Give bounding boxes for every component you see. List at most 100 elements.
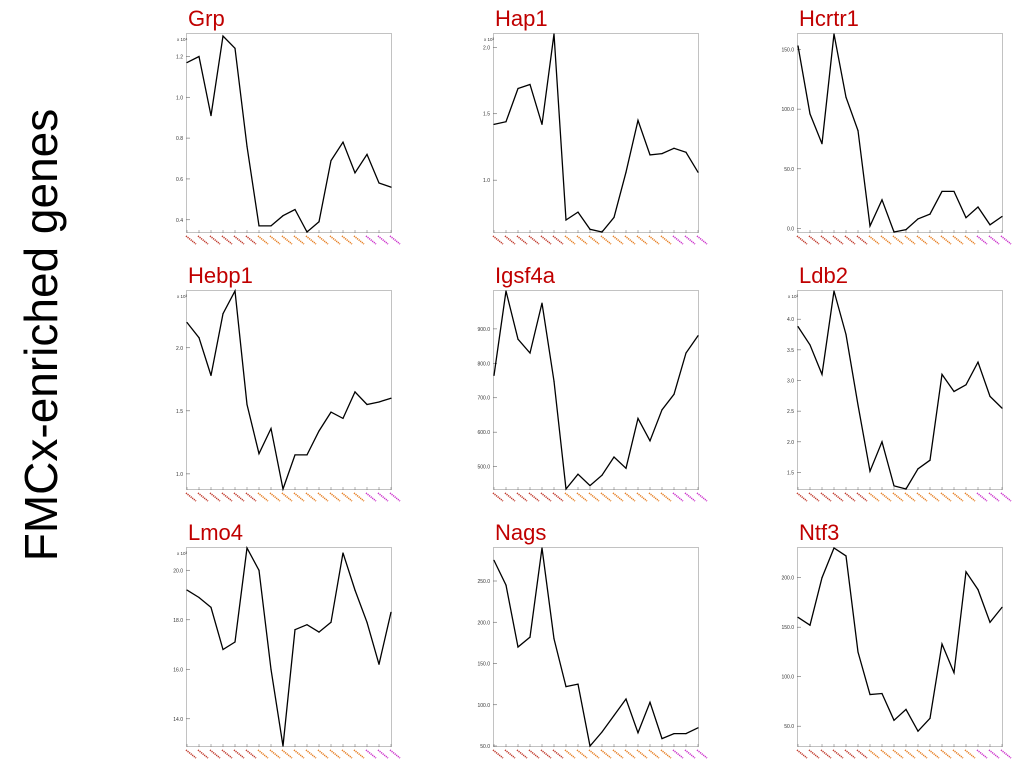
data-point <box>493 374 495 376</box>
data-point <box>941 643 943 645</box>
data-point <box>673 147 675 149</box>
x-tick-label-mark <box>684 492 696 502</box>
y-tick-label: 3.5 <box>787 348 794 354</box>
data-point <box>517 646 519 648</box>
x-tick-label-mark <box>576 749 588 759</box>
x-tick-label-mark <box>552 749 564 759</box>
x-tick-label-mark <box>612 492 624 502</box>
data-point <box>378 663 380 665</box>
y-tick-label: 200.0 <box>781 576 794 582</box>
x-tick-label-mark <box>904 492 916 502</box>
data-point <box>270 225 272 227</box>
x-tick-label-mark <box>281 492 293 502</box>
y-tick-label: 2.5 <box>787 409 794 415</box>
x-tick-label-mark <box>233 235 245 245</box>
data-point <box>625 171 627 173</box>
x-tick-label-mark <box>988 492 1000 502</box>
x-tick-label-mark <box>293 749 305 759</box>
chart-title-ldb2: Ldb2 <box>799 263 848 288</box>
axis-multiplier: x 10³ <box>484 37 495 42</box>
data-point <box>529 636 531 638</box>
x-tick-label-mark <box>576 235 588 245</box>
data-point <box>697 335 699 337</box>
x-tick-label-mark <box>588 749 600 759</box>
x-tick-label-mark <box>365 492 377 502</box>
data-point <box>941 190 943 193</box>
x-tick-label-mark <box>269 235 281 245</box>
x-tick-label-mark <box>281 235 293 245</box>
data-point <box>342 141 344 143</box>
data-point <box>613 714 615 717</box>
line-chart-igsf4a: 500.0 600.0 700.0 800.0 900.0 <box>477 290 708 502</box>
x-tick-label-mark <box>221 235 233 245</box>
data-point <box>697 727 699 729</box>
x-tick-label-mark <box>928 235 940 245</box>
x-tick-label-mark <box>684 235 696 245</box>
data-point <box>390 186 392 188</box>
x-tick-label-mark <box>377 492 389 502</box>
y-tick-label: 1.0 <box>176 95 183 101</box>
plot-frame <box>493 290 699 490</box>
x-tick-label-mark <box>504 235 516 245</box>
plot-frame <box>493 547 699 747</box>
x-tick-label-mark <box>528 492 540 502</box>
line-chart-hebp1: 1.0 1.5 2.0 x 10³ <box>176 288 401 502</box>
chart-title-ntf3: Ntf3 <box>799 520 840 545</box>
x-tick-label-mark <box>516 235 528 245</box>
x-tick-label-mark <box>540 749 552 759</box>
x-tick-label-mark <box>245 235 257 245</box>
y-tick-label: 4.0 <box>787 317 794 323</box>
plot-frame <box>797 290 1003 490</box>
data-point <box>845 555 847 557</box>
data-point <box>905 708 907 710</box>
x-tick-label-mark <box>329 235 341 245</box>
x-tick-label-mark <box>808 492 820 502</box>
x-tick-label-mark <box>892 235 904 245</box>
data-point <box>965 571 967 573</box>
data-point <box>529 83 531 86</box>
data-point <box>625 698 627 700</box>
plot-frame <box>493 33 699 233</box>
data-point <box>378 182 380 184</box>
line-chart-hap1: 1.0 1.5 2.0 x 10³ <box>483 33 708 245</box>
data-point <box>809 624 811 626</box>
y-tick-label: 1.2 <box>176 54 183 60</box>
data-point <box>577 683 579 685</box>
x-tick-label-mark <box>564 235 576 245</box>
x-tick-label-mark <box>305 492 317 502</box>
data-line-ntf3 <box>797 547 1003 733</box>
x-tick-label-mark <box>940 492 952 502</box>
line-chart-grp: 0.4 0.6 0.8 1.0 1.2 x 10⁴ <box>176 33 401 245</box>
y-tick-label: 700.0 <box>477 396 490 402</box>
x-tick-label-mark <box>492 749 504 759</box>
x-tick-label-mark <box>209 235 221 245</box>
x-tick-label-mark <box>820 749 832 759</box>
data-point <box>541 547 543 549</box>
data-point <box>565 488 567 490</box>
y-tick-label: 0.4 <box>176 218 183 224</box>
chart-title-hcrtr1: Hcrtr1 <box>799 6 859 31</box>
x-tick-label-mark <box>516 492 528 502</box>
data-point <box>989 621 991 623</box>
data-point <box>821 373 823 375</box>
data-point <box>294 208 296 211</box>
x-tick-label-mark <box>293 235 305 245</box>
line-chart-ntf3: 50.0 100.0 150.0 200.0 <box>781 547 1012 759</box>
x-tick-label-mark <box>696 492 708 502</box>
data-point <box>354 172 356 174</box>
y-tick-label: 16.0 <box>173 667 183 673</box>
chart-title-hap1: Hap1 <box>495 6 548 31</box>
x-tick-label-mark <box>672 749 684 759</box>
data-point <box>917 468 919 470</box>
y-tick-label: 150.0 <box>477 662 490 668</box>
data-point <box>493 559 495 561</box>
x-tick-label-mark <box>576 492 588 502</box>
x-tick-label-mark <box>197 235 209 245</box>
data-point <box>953 390 955 393</box>
data-point <box>589 228 591 230</box>
data-point <box>1001 407 1003 409</box>
x-tick-label-mark <box>928 492 940 502</box>
axis-multiplier: x 10⁴ <box>177 37 188 42</box>
data-point <box>330 159 332 162</box>
data-point <box>390 611 392 613</box>
